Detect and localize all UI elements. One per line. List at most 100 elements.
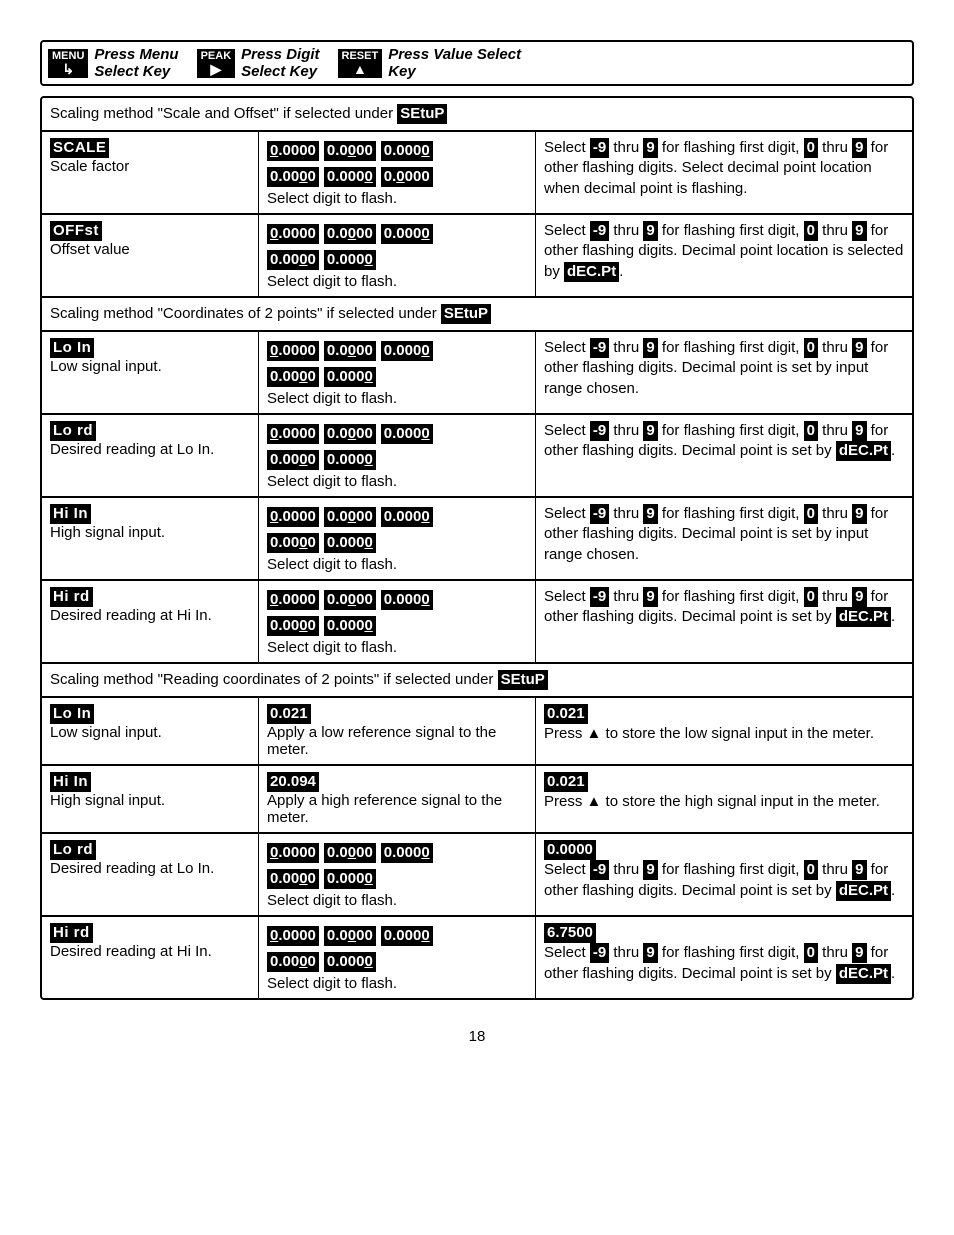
param-code: Lo In [50,704,94,724]
inline-inverted-token: 9 [643,504,657,524]
digit-value: 0.0000 [267,843,319,863]
digit-value: 0.0000 [267,424,319,444]
digit-value: 0.0000 [381,843,433,863]
param-desc: High signal input. [50,792,250,809]
reset-key-icon: RESET▲ [338,49,383,78]
param-code: Lo In [50,338,94,358]
param-desc: Offset value [50,241,250,258]
page-number: 18 [40,1028,914,1045]
table-row: Lo InLow signal input. 0.021Apply a low … [42,696,912,764]
inline-inverted-token: 0 [804,338,818,358]
setup-token: SEtuP [498,670,548,690]
inline-inverted-token: 9 [643,943,657,963]
digit-caption: Select digit to flash. [267,390,527,407]
inline-inverted-token: 0 [804,587,818,607]
inline-inverted-token: 9 [643,338,657,358]
param-desc: Desired reading at Lo In. [50,441,250,458]
reference-caption: Apply a low reference signal to the mete… [267,724,527,758]
menu-key-icon: MENU↳ [48,49,88,78]
inline-inverted-token: 9 [852,221,866,241]
param-code: Hi In [50,772,91,792]
param-desc: Desired reading at Hi In. [50,943,250,960]
inline-inverted-token: 9 [852,587,866,607]
digit-value: 0.0000 [324,952,376,972]
digit-value: 0.0000 [324,141,376,161]
digit-value: 0.0000 [381,341,433,361]
section-title: Scaling method "Coordinates of 2 points"… [42,296,912,330]
inline-inverted-token: -9 [590,860,609,880]
param-code: Hi rd [50,923,93,943]
digit-value: 0.0000 [381,224,433,244]
param-code: Lo rd [50,421,96,441]
digit-value: 0.0000 [324,533,376,553]
digit-value: 0.0000 [324,341,376,361]
digit-caption: Select digit to flash. [267,975,527,992]
digit-value: 0.0000 [267,507,319,527]
inline-inverted-token: 0 [804,943,818,963]
menu-key-label: Press Menu Select Key [94,46,178,80]
param-desc: Low signal input. [50,724,250,741]
inline-inverted-token: 0 [804,421,818,441]
inline-inverted-token: -9 [590,943,609,963]
inline-inverted-token: -9 [590,587,609,607]
reference-value: 20.094 [267,772,319,792]
inline-inverted-token: 9 [643,587,657,607]
digit-value: 0.0000 [324,250,376,270]
peak-key-label: Press Digit Select Key [241,46,319,80]
digit-value: 0.0000 [267,926,319,946]
digit-caption: Select digit to flash. [267,639,527,656]
digit-caption: Select digit to flash. [267,190,527,207]
param-desc: Scale factor [50,158,250,175]
inline-inverted-token: -9 [590,504,609,524]
param-code: OFFst [50,221,102,241]
digit-caption: Select digit to flash. [267,556,527,573]
inline-inverted-token: dEC.Pt [836,964,891,984]
inline-inverted-token: 9 [852,421,866,441]
digit-value: 0.0000 [324,507,376,527]
inline-inverted-token: 0 [804,860,818,880]
inline-inverted-token: 9 [852,943,866,963]
param-desc: High signal input. [50,524,250,541]
digit-value: 0.0000 [267,224,319,244]
reference-value: 0.021 [267,704,311,724]
digit-value: 0.0000 [267,869,319,889]
digit-value: 0.0000 [267,167,319,187]
settings-table: Scaling method "Scale and Offset" if sel… [40,96,914,1000]
inline-inverted-token: -9 [590,421,609,441]
inline-inverted-token: 0 [804,504,818,524]
inline-inverted-token: 9 [643,138,657,158]
table-row: Hi rdDesired reading at Hi In.0.00000.00… [42,579,912,662]
inline-inverted-token: dEC.Pt [836,881,891,901]
digit-caption: Select digit to flash. [267,273,527,290]
inline-inverted-token: 9 [643,860,657,880]
inline-inverted-token: -9 [590,221,609,241]
digit-value: 0.0000 [324,616,376,636]
table-row: Lo rdDesired reading at Lo In. 0.00000.00… [42,413,912,496]
digit-value: 0.0000 [324,224,376,244]
digit-value: 0.0000 [267,533,319,553]
section-title: Scaling method "Scale and Offset" if sel… [42,98,912,130]
param-code: Lo rd [50,840,96,860]
inline-inverted-token: dEC.Pt [836,441,891,461]
inline-inverted-token: 9 [643,221,657,241]
inline-inverted-token: 0 [804,221,818,241]
param-code: Hi In [50,504,91,524]
digit-value: 0.0000 [381,141,433,161]
inline-inverted-token: 9 [852,138,866,158]
peak-key-icon: PEAK▶ [197,49,236,78]
digit-value: 0.0000 [267,590,319,610]
table-row: Hi InHigh signal input.0.00000.00000.000… [42,496,912,579]
inline-inverted-token: 9 [643,421,657,441]
digit-value: 0.0000 [381,926,433,946]
digit-value: 0.0000 [381,167,433,187]
digit-value: 0.0000 [324,450,376,470]
digit-value: 0.0000 [324,590,376,610]
param-desc: Low signal input. [50,358,250,375]
digit-value: 0.0000 [267,367,319,387]
param-code: Hi rd [50,587,93,607]
table-row: Hi rdDesired reading at Hi In.0.00000.00… [42,915,912,998]
digit-value: 0.0000 [381,590,433,610]
digit-value: 0.0000 [267,341,319,361]
result-value: 6.7500 [544,923,596,943]
digit-value: 0.0000 [324,167,376,187]
